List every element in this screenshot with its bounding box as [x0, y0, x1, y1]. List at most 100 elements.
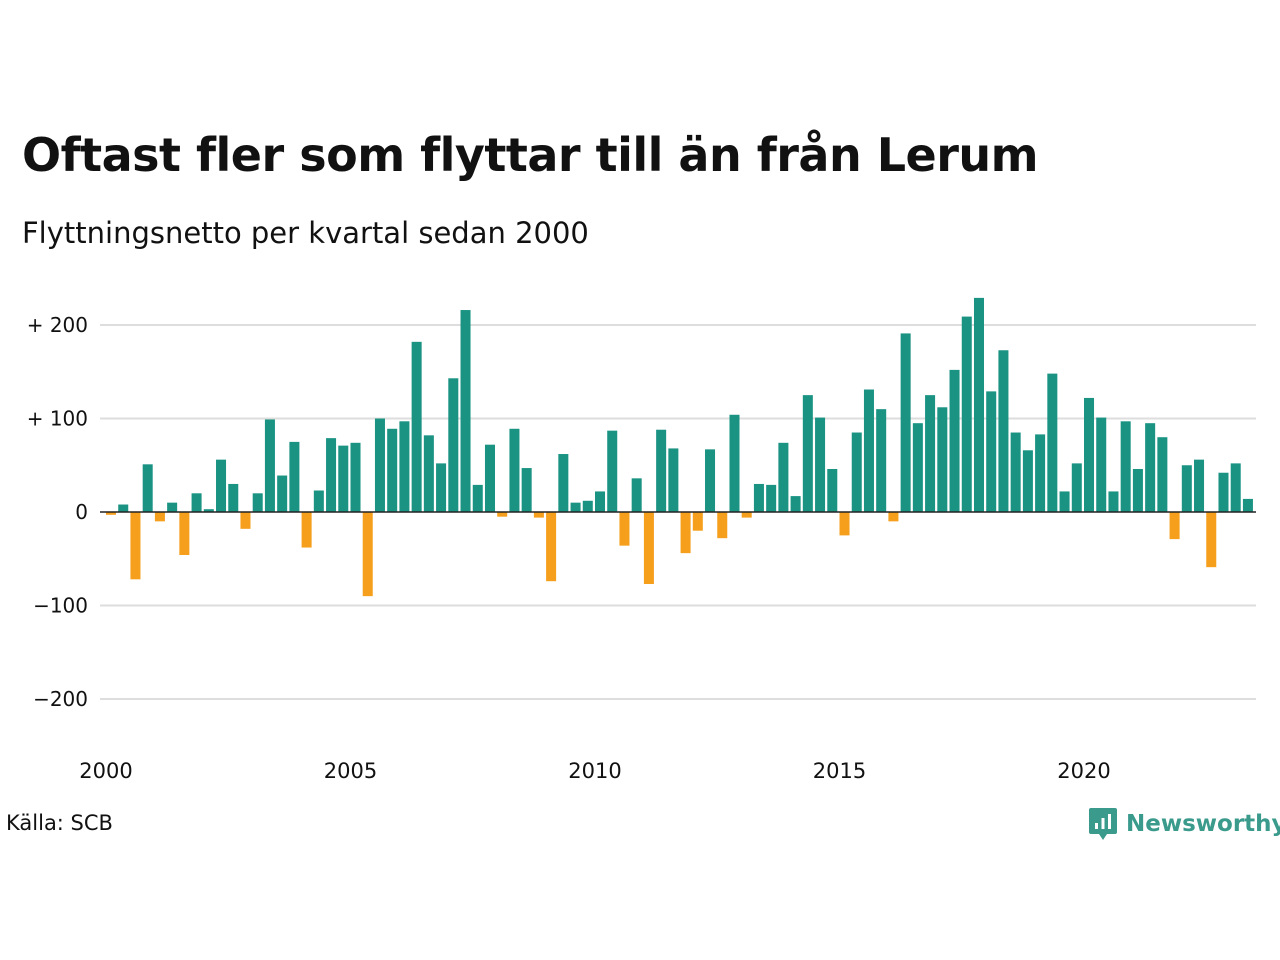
- bar: [350, 442, 361, 512]
- bar: [1157, 437, 1168, 512]
- bar: [313, 490, 324, 513]
- bar: [753, 483, 764, 512]
- bar: [167, 502, 178, 512]
- x-tick-label: 2015: [813, 759, 866, 783]
- bar: [1084, 397, 1095, 512]
- y-tick-label: + 100: [27, 407, 88, 431]
- bar: [766, 484, 777, 512]
- bar: [558, 454, 569, 512]
- bars: [106, 297, 1253, 597]
- bar: [484, 444, 495, 512]
- bar: [815, 417, 826, 512]
- bar: [1096, 417, 1107, 512]
- bar: [546, 512, 557, 582]
- bar: [1035, 434, 1046, 512]
- bar: [1010, 432, 1021, 512]
- bar: [680, 512, 691, 554]
- bar: [301, 512, 312, 548]
- bar: [1132, 468, 1143, 512]
- bar: [179, 512, 190, 556]
- bar: [106, 512, 117, 515]
- bar: [1194, 459, 1205, 512]
- bar: [582, 500, 593, 512]
- bar: [1145, 423, 1156, 513]
- brand-logo: Newsworthy: [1088, 804, 1280, 844]
- source-note: Källa: SCB: [6, 811, 113, 835]
- bar: [264, 419, 275, 513]
- bar: [277, 475, 288, 512]
- bar: [1071, 463, 1082, 512]
- bar: [912, 423, 923, 513]
- bar: [570, 502, 581, 512]
- y-tick-label: + 200: [27, 313, 88, 337]
- gridlines: [100, 324, 1256, 700]
- bar: [876, 409, 887, 512]
- y-tick-label: −200: [33, 687, 88, 711]
- bar: [851, 432, 862, 512]
- bar: [1169, 512, 1180, 540]
- x-tick-label: 2005: [324, 759, 377, 783]
- bar: [729, 414, 740, 512]
- bar: [216, 459, 227, 512]
- bar: [1206, 512, 1217, 568]
- bar: [436, 463, 447, 512]
- bar: [863, 389, 874, 512]
- bar: [717, 512, 728, 539]
- bar: [839, 512, 850, 536]
- bar: [607, 430, 618, 512]
- bar: [240, 512, 251, 529]
- bar: [937, 407, 948, 512]
- bar: [411, 341, 422, 512]
- bar: [460, 310, 471, 512]
- bar: [130, 512, 141, 580]
- bar: [1059, 491, 1070, 512]
- bar: [374, 418, 385, 512]
- chart-title: Oftast fler som flyttar till än från Ler…: [22, 128, 1039, 182]
- bar: [692, 512, 703, 531]
- bar: [888, 512, 899, 522]
- y-tick-label: 0: [75, 500, 88, 524]
- newsworthy-logo-icon: [1089, 808, 1117, 840]
- bar: [521, 468, 532, 513]
- bar: [326, 438, 337, 512]
- bar: [741, 512, 752, 518]
- bar: [827, 468, 838, 512]
- bar: [533, 512, 544, 518]
- bar: [387, 428, 398, 512]
- bar: [338, 445, 349, 513]
- bar: [362, 512, 373, 597]
- bar: [1218, 472, 1229, 512]
- bar: [228, 483, 239, 512]
- brand-name: Newsworthy: [1126, 811, 1280, 837]
- bar: [973, 297, 984, 512]
- bar: [619, 512, 630, 546]
- bar: [949, 369, 960, 512]
- bar: [802, 395, 813, 513]
- bar: [595, 491, 606, 512]
- bar: [203, 509, 214, 512]
- bar: [497, 512, 508, 517]
- bar: [191, 493, 202, 512]
- bar: [1120, 421, 1131, 513]
- bar: [448, 378, 459, 512]
- y-tick-label: −100: [33, 594, 88, 618]
- bar: [118, 504, 129, 512]
- bar: [998, 350, 1009, 512]
- bar: [656, 429, 667, 512]
- bar: [986, 391, 997, 512]
- bar: [961, 316, 972, 512]
- bar: [142, 464, 153, 512]
- bar: [509, 428, 520, 512]
- x-tick-label: 2010: [568, 759, 621, 783]
- bar: [252, 493, 263, 512]
- bar: [154, 512, 165, 522]
- bar: [1108, 491, 1119, 512]
- bar: [289, 441, 300, 513]
- x-tick-label: 2000: [79, 759, 132, 783]
- bar: [668, 448, 679, 512]
- bar: [778, 442, 789, 512]
- x-tick-label: 2020: [1057, 759, 1110, 783]
- bar: [1047, 373, 1058, 512]
- bar: [399, 421, 410, 513]
- bar: [1022, 450, 1033, 512]
